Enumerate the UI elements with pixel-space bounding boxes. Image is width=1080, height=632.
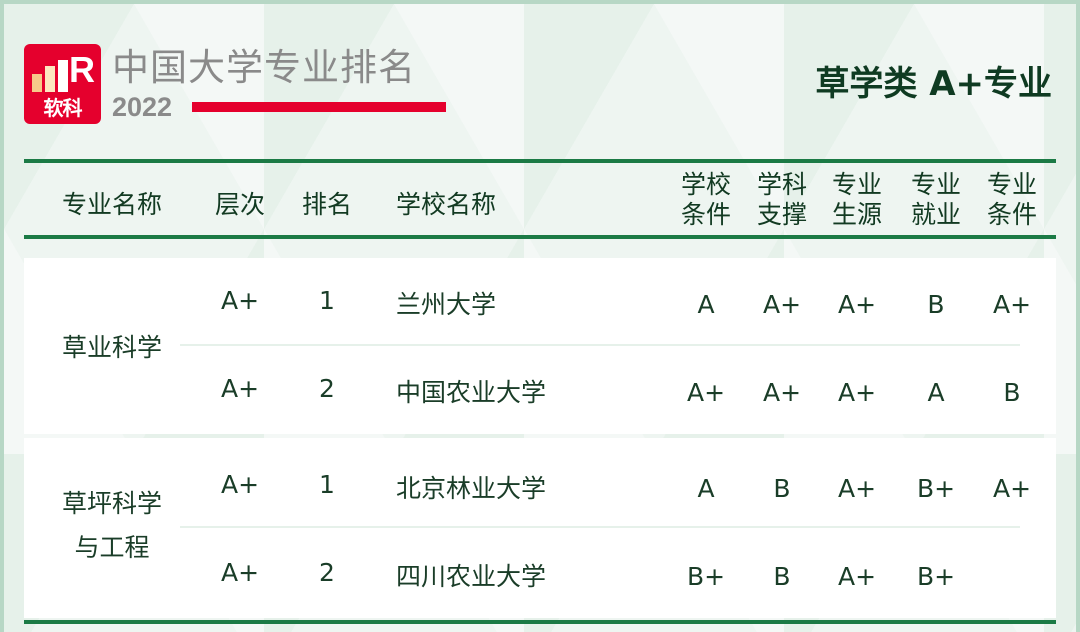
metric-column-header: 条件	[680, 200, 732, 229]
metric-column-header: 专业	[910, 170, 962, 199]
metric-cell: B	[773, 474, 791, 503]
column-header: 专业名称	[61, 190, 163, 219]
table-group	[24, 258, 1056, 434]
metric-column-header: 学科	[756, 170, 808, 199]
brand-title: 中国大学专业排名	[112, 46, 416, 89]
metric-column-header: 生源	[831, 200, 883, 229]
metric-cell: A+	[992, 290, 1032, 319]
rank-cell: 2	[319, 558, 335, 587]
metric-cell: A+	[686, 378, 726, 407]
column-header: 层次	[214, 190, 266, 219]
metric-cell: A	[927, 378, 945, 407]
metric-cell: A+	[762, 290, 802, 319]
red-divider	[192, 102, 446, 112]
logo-name: 软科	[43, 96, 83, 120]
ranking-card: R 软科 中国大学专业排名 2022 草学类 A+专业 专业名称 层次 排名 学校名称…	[4, 4, 1076, 632]
column-header: 学校名称	[396, 190, 497, 219]
major-name: 草坪科学	[61, 489, 162, 518]
school-name: 兰州大学	[396, 290, 497, 319]
metric-cell: A+	[837, 562, 877, 591]
header-bottom-line	[24, 235, 1056, 239]
table-bottom-line	[24, 620, 1056, 624]
level-cell: A+	[220, 558, 260, 587]
metric-column-header: 条件	[986, 200, 1038, 229]
metric-cell: A+	[837, 378, 877, 407]
metric-cell: A	[697, 290, 715, 319]
metric-cell: B+	[916, 562, 956, 591]
logo-letter: R	[69, 49, 95, 90]
metric-column-header: 就业	[910, 200, 962, 229]
level-cell: A+	[220, 470, 260, 499]
metric-column-header: 学校	[680, 170, 732, 199]
metric-column-header: 专业	[831, 170, 883, 199]
major-name: 草业科学	[61, 333, 162, 362]
table-group	[24, 438, 1056, 618]
metric-cell: A	[697, 474, 715, 503]
metric-cell: B+	[916, 474, 956, 503]
school-name: 中国农业大学	[396, 378, 547, 407]
metric-cell: B+	[686, 562, 726, 591]
ruanke-logo: R 软科	[24, 44, 101, 124]
school-name: 四川农业大学	[396, 562, 547, 591]
metric-cell: B	[927, 290, 945, 319]
level-cell: A+	[220, 286, 260, 315]
metric-cell: A+	[992, 474, 1032, 503]
metric-column-header: 专业	[986, 170, 1038, 199]
logo-bar	[58, 60, 68, 92]
row-divider	[180, 344, 1020, 346]
row-divider	[180, 526, 1020, 528]
header-top-line	[24, 159, 1056, 163]
logo-bar	[45, 66, 55, 92]
metric-column-header: 支撑	[756, 200, 808, 229]
metric-cell: A+	[762, 378, 802, 407]
rank-cell: 2	[319, 374, 335, 403]
school-name: 北京林业大学	[396, 474, 547, 503]
page-title: 草学类 A+专业	[815, 64, 1052, 104]
metric-cell: B	[1003, 378, 1021, 407]
column-header: 排名	[301, 190, 353, 219]
level-cell: A+	[220, 374, 260, 403]
metric-cell: A+	[837, 290, 877, 319]
rank-cell: 1	[319, 470, 335, 499]
logo-bar	[32, 74, 42, 92]
rank-cell: 1	[319, 286, 335, 315]
metric-cell: A+	[837, 474, 877, 503]
metric-cell: B	[773, 562, 791, 591]
brand-year: 2022	[112, 92, 173, 122]
major-name: 与工程	[74, 533, 150, 562]
